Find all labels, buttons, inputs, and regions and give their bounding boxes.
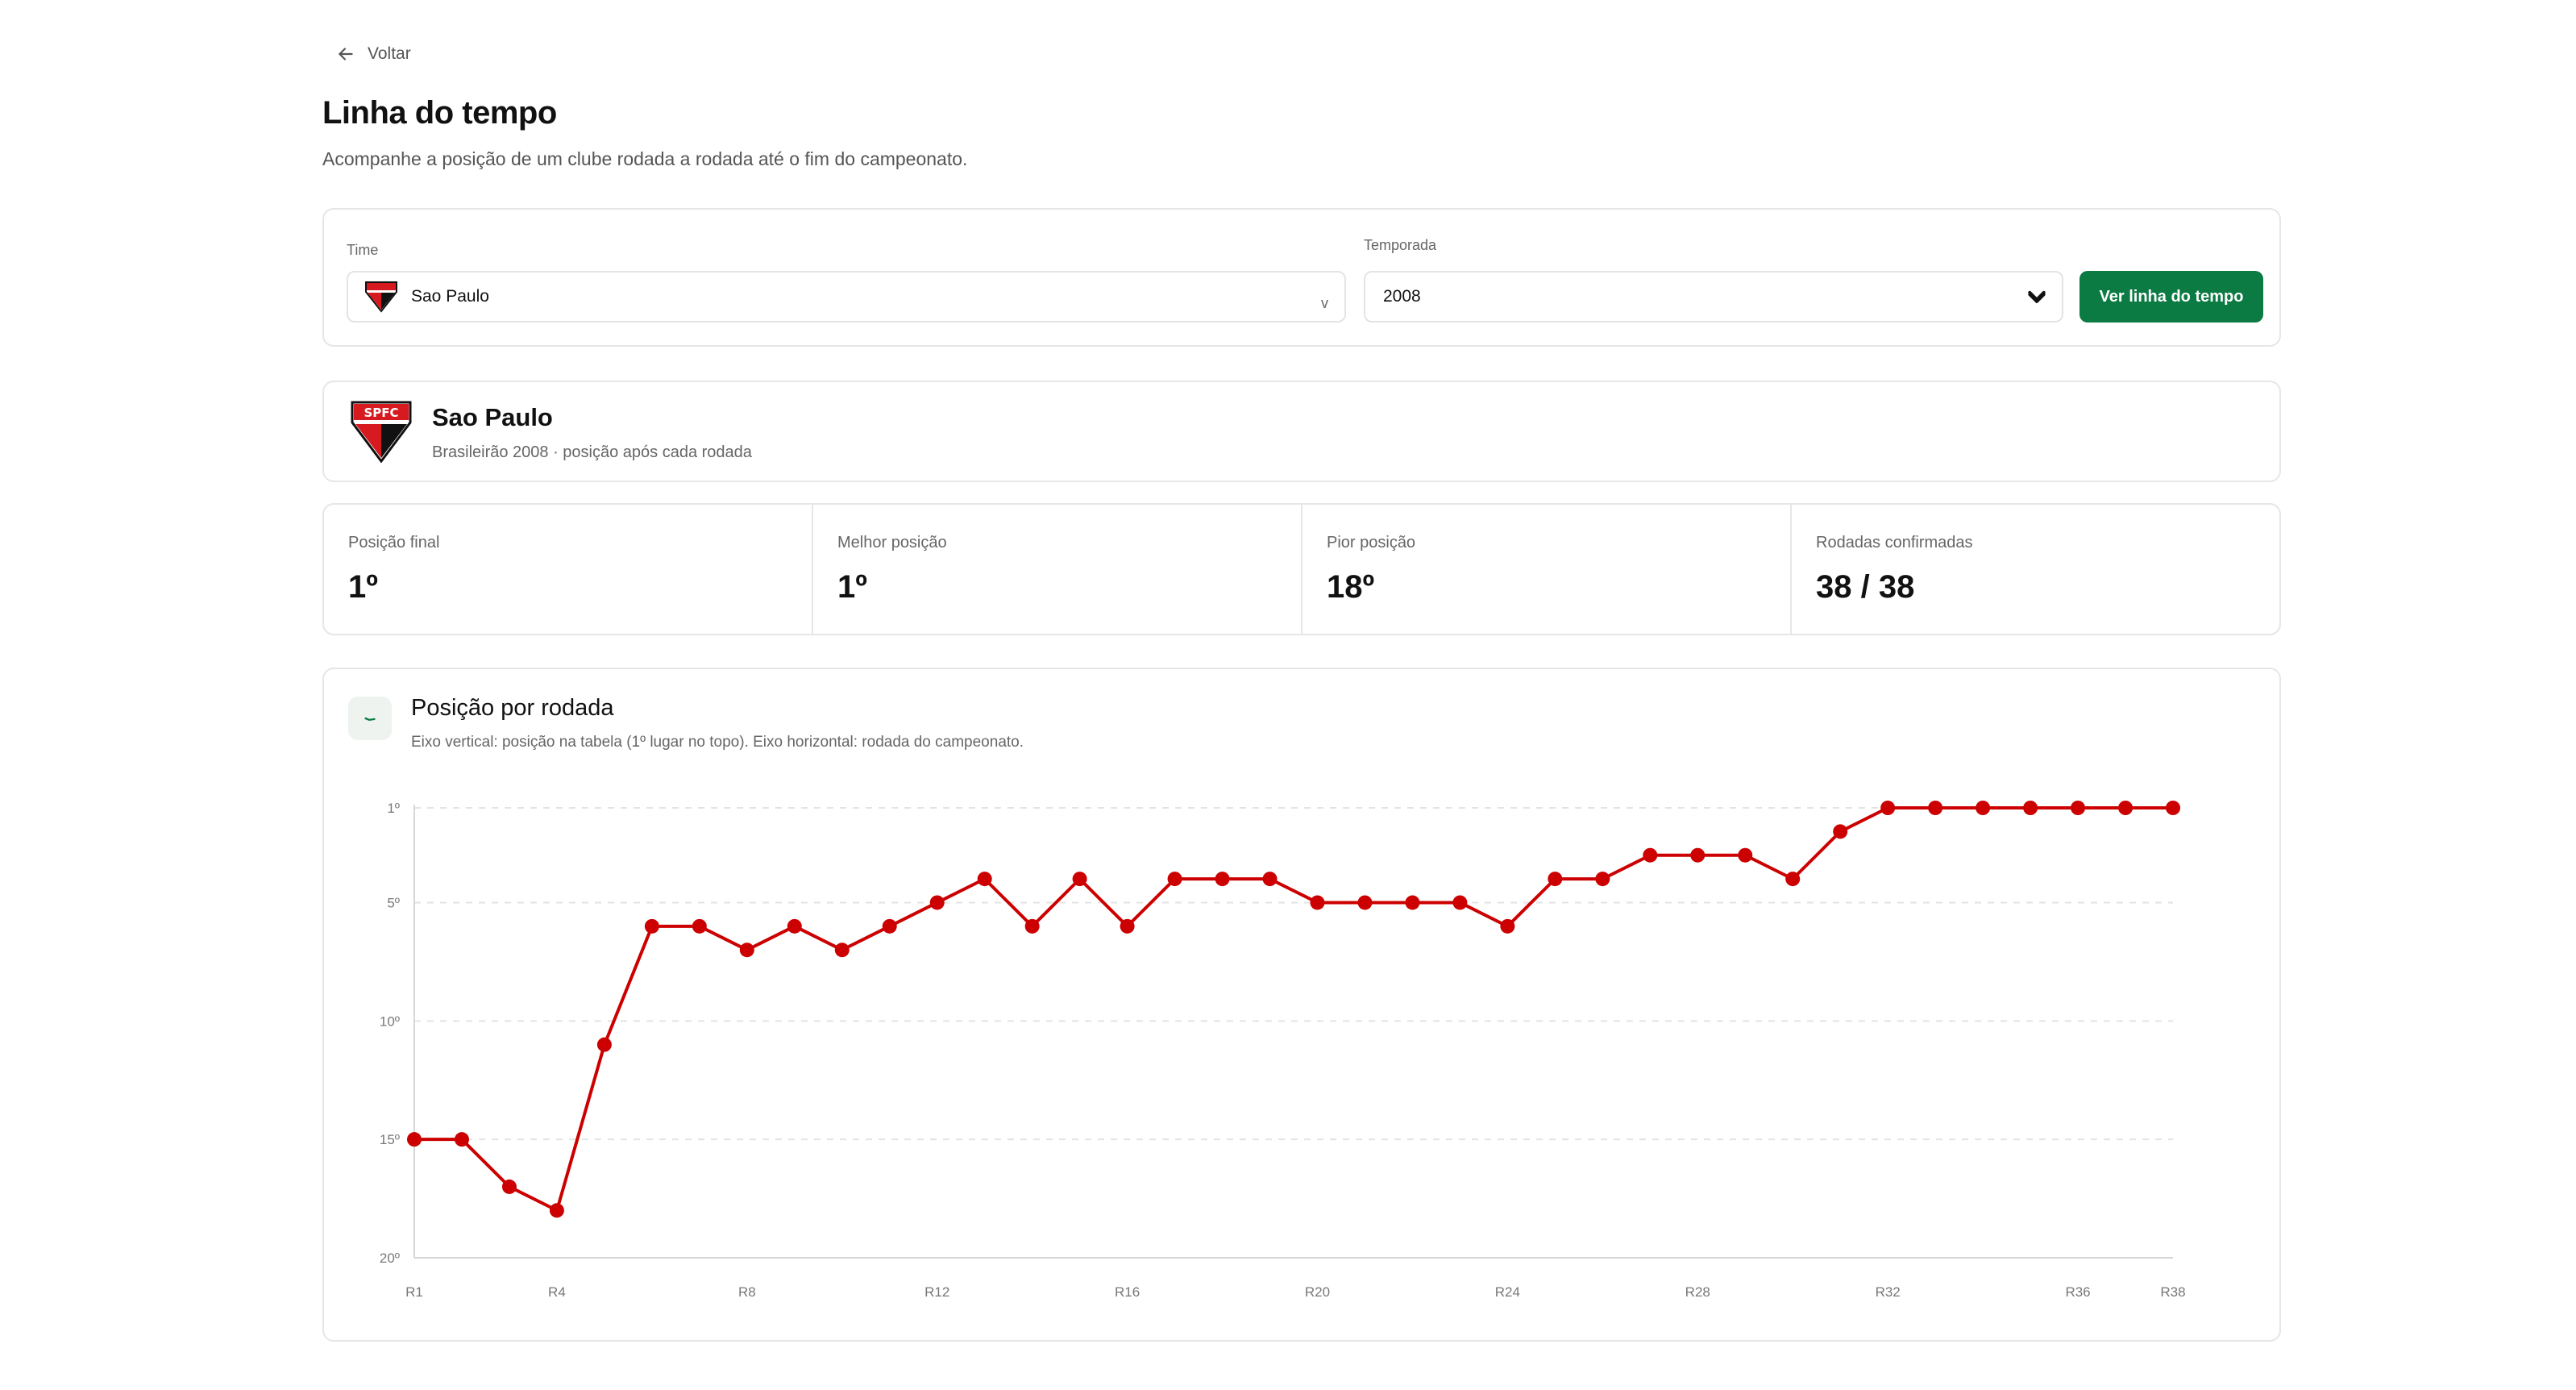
trend-line-icon (348, 697, 392, 740)
data-point (1880, 801, 1896, 815)
x-tick-label: R4 (548, 1284, 566, 1300)
x-tick-label: R28 (1685, 1284, 1710, 1300)
data-point (1976, 801, 1991, 815)
team-crest-icon (365, 281, 397, 313)
data-point (1500, 918, 1515, 934)
x-tick-label: R12 (924, 1284, 949, 1300)
data-point (1024, 918, 1040, 934)
stat-label: Pior posição (1327, 534, 1416, 551)
stat-label: Melhor posição (837, 534, 947, 551)
data-point (787, 918, 802, 934)
x-tick-label: R32 (1876, 1284, 1901, 1300)
data-point (834, 943, 850, 958)
data-point (1452, 895, 1468, 910)
data-point (1262, 872, 1278, 887)
data-point (454, 1132, 469, 1147)
stat-value: 38 / 38 (1816, 569, 1915, 605)
team-select-value: Sao Paulo (411, 287, 489, 306)
data-point (1643, 847, 1658, 863)
data-point (1357, 895, 1373, 910)
data-point (739, 943, 754, 958)
data-point (1215, 872, 1230, 887)
stats-card: Posição final 1º Melhor posição 1º Pior … (322, 503, 2281, 635)
data-point (1595, 872, 1610, 887)
chevron-down-icon: v (1321, 295, 1328, 311)
data-point (1405, 895, 1420, 910)
x-tick-label: R8 (738, 1284, 756, 1300)
y-tick-label: 20º (380, 1251, 400, 1266)
team-subtitle: Brasileirão 2008 · posição após cada rod… (432, 443, 752, 461)
x-tick-label: R1 (405, 1284, 423, 1300)
data-point (1120, 918, 1135, 934)
data-point (977, 872, 992, 887)
back-link[interactable]: Voltar (335, 44, 411, 65)
stat-label: Rodadas confirmadas (1816, 534, 1973, 551)
stat-best-position: Melhor posição 1º (813, 505, 1303, 634)
data-point (692, 918, 707, 934)
back-label: Voltar (368, 44, 411, 63)
data-point (1690, 847, 1706, 863)
team-crest-icon: SPFC (351, 401, 412, 463)
data-point (882, 918, 897, 934)
season-select-value: 2008 (1383, 287, 1421, 306)
filters-card: Time Sao Paulo v Temporada 2008 Ver linh… (322, 208, 2281, 347)
season-field-label: Temporada (1364, 237, 1437, 253)
team-name: Sao Paulo (432, 403, 553, 431)
x-tick-label: R38 (2160, 1284, 2185, 1300)
data-point (929, 895, 945, 910)
view-timeline-button[interactable]: Ver linha do tempo (2079, 271, 2263, 323)
stat-final-position: Posição final 1º (324, 505, 813, 634)
data-point (549, 1203, 564, 1218)
x-tick-label: R16 (1115, 1284, 1140, 1300)
x-tick-label: R20 (1305, 1284, 1330, 1300)
chevron-down-icon (2028, 290, 2046, 303)
data-point (1310, 895, 1325, 910)
data-point (407, 1132, 422, 1147)
team-field-label: Time (347, 242, 379, 258)
team-select[interactable]: Sao Paulo v (347, 271, 1346, 323)
stat-value: 1º (837, 569, 867, 605)
chart-description: Eixo vertical: posição na tabela (1º lug… (411, 734, 1024, 751)
data-point (1785, 872, 1801, 887)
data-point (1072, 872, 1087, 887)
data-point (1738, 847, 1753, 863)
arrow-left-icon (339, 48, 353, 60)
stat-label: Posição final (348, 534, 440, 551)
stat-worst-position: Pior posição 18º (1303, 505, 1792, 634)
data-point (1167, 872, 1182, 887)
page-title: Linha do tempo (322, 95, 557, 131)
y-tick-label: 1º (387, 801, 400, 816)
stat-value: 18º (1327, 569, 1375, 605)
data-point (2118, 801, 2134, 815)
data-point (1833, 824, 1848, 839)
crest-text: SPFC (364, 406, 398, 420)
page-subtitle: Acompanhe a posição de um clube rodada a… (322, 148, 968, 169)
stat-value: 1º (348, 569, 378, 605)
y-tick-label: 10º (380, 1013, 400, 1029)
x-tick-label: R24 (1495, 1284, 1520, 1300)
data-point (596, 1037, 612, 1052)
chart-card: 1º 5º 10º 15º 20º R1 R4 R8 R12 R16 R20 R24 R28 R32 R36… (322, 668, 2281, 1342)
data-point (501, 1179, 517, 1194)
data-point (2023, 801, 2038, 815)
position-chart: 1º 5º 10º 15º 20º R1 R4 R8 R12 R16 R20 R24 R28 R32 R36… (380, 801, 2186, 1300)
y-tick-label: 5º (387, 895, 400, 910)
season-select[interactable]: 2008 (1364, 271, 2063, 323)
data-point (2071, 801, 2086, 815)
data-point (1928, 801, 1943, 815)
team-card: SPFC Sao Paulo Brasileirão 2008 · posiçã… (322, 381, 2281, 482)
chart-title: Posição por rodada (411, 695, 614, 721)
stat-confirmed-rounds: Rodadas confirmadas 38 / 38 (1792, 505, 2279, 634)
data-point (2166, 801, 2180, 815)
series-line (414, 806, 2173, 1213)
data-point (644, 918, 659, 934)
data-point (1548, 872, 1563, 887)
x-tick-label: R36 (2065, 1284, 2090, 1300)
y-tick-label: 15º (380, 1132, 400, 1147)
